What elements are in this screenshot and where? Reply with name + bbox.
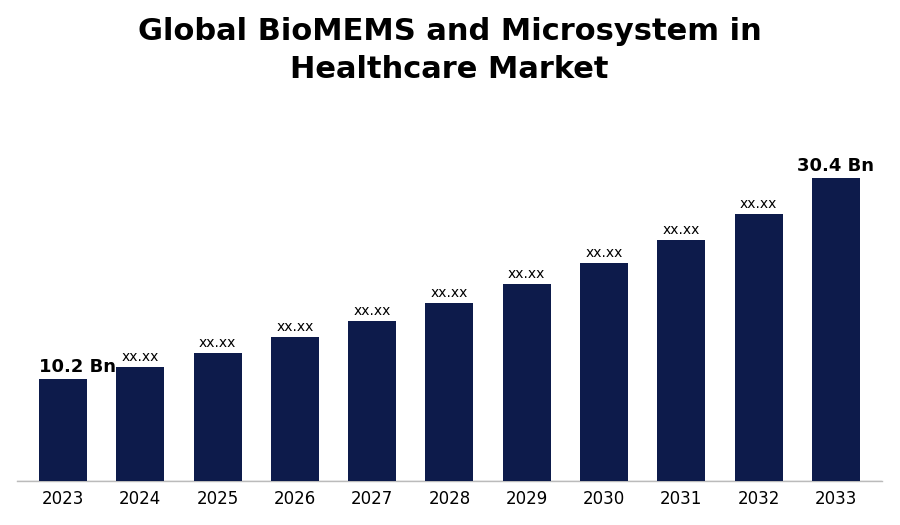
Bar [116,368,165,480]
Text: 10.2 Bn: 10.2 Bn [39,358,116,376]
Bar [580,263,628,480]
Text: 30.4 Bn: 30.4 Bn [797,158,874,175]
Text: xx.xx: xx.xx [508,267,545,281]
Text: xx.xx: xx.xx [122,350,159,364]
Text: xx.xx: xx.xx [276,320,313,334]
Bar [426,303,473,480]
Bar [194,353,241,480]
Text: xx.xx: xx.xx [740,197,778,211]
Bar [812,178,860,480]
Text: xx.xx: xx.xx [199,337,237,350]
Bar [348,321,396,480]
Bar [503,284,551,480]
Text: xx.xx: xx.xx [585,246,623,260]
Bar [734,214,782,480]
Title: Global BioMEMS and Microsystem in
Healthcare Market: Global BioMEMS and Microsystem in Health… [138,17,761,84]
Text: xx.xx: xx.xx [431,286,468,300]
Text: xx.xx: xx.xx [354,303,391,318]
Bar [39,379,87,480]
Text: xx.xx: xx.xx [662,223,700,237]
Bar [271,338,319,480]
Bar [657,240,706,480]
